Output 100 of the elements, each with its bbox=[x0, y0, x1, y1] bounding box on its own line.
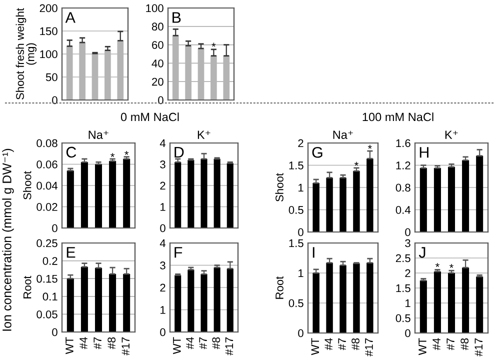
y-tick-label: 0.2 bbox=[42, 257, 58, 265]
y-tick-label: 0 bbox=[405, 329, 410, 338]
y-tick-label: 0.04 bbox=[36, 182, 58, 190]
bar bbox=[94, 164, 102, 228]
bar bbox=[66, 278, 74, 332]
y-tick-label: 150 bbox=[40, 27, 58, 36]
annotation: F bbox=[174, 247, 182, 258]
annotation: G bbox=[312, 146, 322, 158]
bar bbox=[123, 274, 130, 332]
bar bbox=[109, 161, 116, 228]
annotation: * bbox=[212, 42, 216, 47]
y-tick-label: 0 bbox=[298, 228, 304, 236]
bar bbox=[462, 268, 470, 333]
bar bbox=[214, 267, 220, 332]
x-tick-label: WT bbox=[418, 338, 426, 356]
y-axis-title: Shoot bbox=[275, 173, 284, 202]
bar bbox=[109, 274, 116, 332]
y-tick-label: 0.4 bbox=[396, 206, 411, 214]
y-tick-label: 0 bbox=[52, 328, 58, 336]
text: 100 mM NaCl bbox=[362, 112, 434, 122]
bar bbox=[340, 178, 346, 232]
annotation: * bbox=[435, 263, 440, 268]
bar bbox=[80, 266, 88, 332]
bar bbox=[434, 272, 441, 333]
annotation: * bbox=[450, 264, 454, 268]
annotation: J bbox=[418, 247, 426, 258]
y-tick-label: 50 bbox=[46, 73, 58, 82]
bar bbox=[326, 178, 333, 232]
y-tick-label: 0 bbox=[160, 328, 166, 336]
y-tick-label: 2 bbox=[160, 284, 166, 292]
y-tick-label: 0.1 bbox=[42, 292, 58, 301]
bar bbox=[66, 170, 74, 228]
x-tick-label: #7 bbox=[94, 337, 102, 350]
y-tick-label: 0.25 bbox=[36, 239, 58, 248]
annotation: H bbox=[420, 147, 428, 158]
chart-title: K⁺ bbox=[198, 130, 210, 139]
y-tick-label: 0.02 bbox=[36, 203, 58, 211]
x-tick-label: #4 bbox=[80, 337, 88, 350]
y-tick-label: 1.5 bbox=[396, 284, 410, 292]
y-tick-label: 3 bbox=[160, 160, 166, 168]
bar bbox=[420, 280, 427, 333]
bar bbox=[174, 275, 182, 332]
annotation: C bbox=[66, 146, 76, 158]
x-tick-label: #8 bbox=[460, 338, 469, 350]
y-tick-label: 1 bbox=[298, 269, 304, 278]
y-tick-label: 0.08 bbox=[36, 139, 58, 148]
bar bbox=[434, 168, 441, 232]
y-tick-label: 3 bbox=[160, 262, 166, 270]
y-axis-title: Root bbox=[23, 276, 32, 298]
bar bbox=[94, 268, 102, 332]
x-tick-label: #7 bbox=[446, 338, 454, 350]
x-tick-label: WT bbox=[311, 338, 319, 356]
y-tick-label: 0.5 bbox=[288, 206, 304, 214]
y-tick-label: 0.06 bbox=[36, 160, 58, 168]
chart-title: K⁺ bbox=[445, 130, 458, 139]
y-tick-label: 4 bbox=[160, 139, 166, 148]
y-tick-label: 1.6 bbox=[396, 139, 410, 148]
text: Ion concentration (mmol g DW⁻¹) bbox=[2, 148, 14, 331]
x-tick-label: #17 bbox=[474, 338, 482, 356]
y-tick-label: 20 bbox=[152, 78, 164, 86]
y-tick-label: 1.2 bbox=[396, 162, 410, 170]
y-tick-label: 40 bbox=[152, 59, 164, 68]
annotation: D bbox=[174, 146, 184, 158]
annotation: * bbox=[124, 150, 129, 155]
y-tick-label: 2 bbox=[298, 139, 304, 148]
y-tick-label: 0 bbox=[298, 329, 304, 338]
y-tick-label: 0.15 bbox=[36, 274, 58, 283]
x-tick-label: #17 bbox=[122, 337, 130, 356]
chart-title: Na⁺ bbox=[88, 130, 108, 139]
y-axis-title: Shoot fresh weight (mg) bbox=[16, 8, 37, 100]
y-tick-label: 0.05 bbox=[36, 310, 58, 318]
y-tick-label: 2.5 bbox=[396, 254, 410, 262]
y-tick-label: 100 bbox=[40, 50, 58, 58]
x-tick-label: #4 bbox=[432, 338, 440, 350]
y-tick-label: 1 bbox=[160, 203, 166, 211]
y-tick-label: 200 bbox=[40, 4, 58, 12]
y-tick-label: 0 bbox=[160, 224, 166, 232]
bar bbox=[226, 268, 234, 332]
bar bbox=[312, 183, 320, 232]
bar bbox=[448, 273, 456, 333]
bar bbox=[476, 276, 484, 333]
y-tick-label: 1 bbox=[406, 299, 410, 308]
bar bbox=[476, 156, 484, 232]
x-tick-label: #8 bbox=[352, 338, 360, 350]
y-tick-label: 0.5 bbox=[396, 314, 410, 322]
annotation: E bbox=[66, 247, 76, 258]
x-tick-label: #4 bbox=[186, 337, 194, 350]
bar bbox=[353, 171, 360, 232]
bar bbox=[188, 270, 194, 332]
annotation: A bbox=[65, 12, 76, 23]
y-axis-title: Root bbox=[276, 276, 284, 299]
annotation: * bbox=[368, 144, 372, 149]
x-tick-label: #4 bbox=[324, 338, 332, 350]
bar bbox=[448, 166, 456, 232]
y-tick-label: 2 bbox=[405, 269, 410, 278]
y-tick-label: 0 bbox=[52, 224, 58, 232]
bar bbox=[462, 160, 470, 232]
y-tick-label: 80 bbox=[152, 22, 164, 31]
y-tick-label: 4 bbox=[160, 239, 166, 248]
y-tick-label: 100 bbox=[146, 4, 164, 12]
